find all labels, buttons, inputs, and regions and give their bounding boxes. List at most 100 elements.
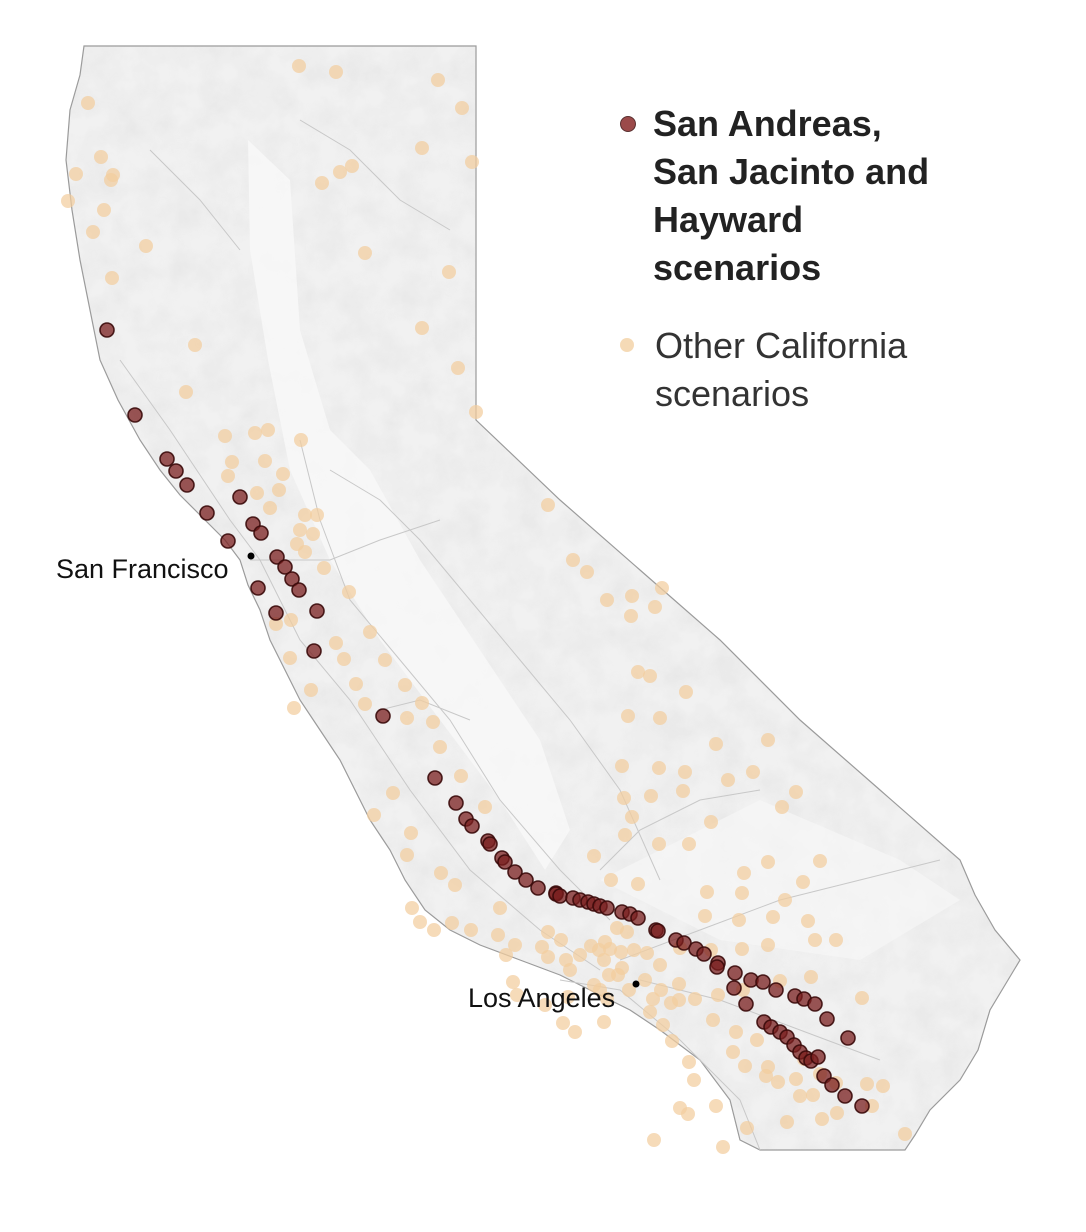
other-scenario-dot xyxy=(647,1133,661,1147)
primary-scenarios-layer xyxy=(99,322,870,1114)
other-scenario-dot xyxy=(276,467,290,481)
other-scenario-dot xyxy=(735,942,749,956)
other-scenario-dot xyxy=(898,1127,912,1141)
san-andreas-scenario-dot xyxy=(497,854,513,870)
los-angeles-marker xyxy=(632,980,640,988)
other-scenario-dot xyxy=(139,239,153,253)
other-scenario-dot xyxy=(617,791,631,805)
other-scenario-dot xyxy=(561,990,575,1004)
other-scenario-dot xyxy=(614,945,628,959)
other-scenario-dot xyxy=(94,150,108,164)
other-scenario-dot xyxy=(643,1005,657,1019)
other-scenario-dot xyxy=(434,866,448,880)
other-scenario-dot xyxy=(400,848,414,862)
other-scenario-dot xyxy=(600,992,614,1006)
san-andreas-scenario-dot xyxy=(726,980,742,996)
san-andreas-scenario-dot xyxy=(127,407,143,423)
san-andreas-scenario-dot xyxy=(709,959,725,975)
other-scenario-dot xyxy=(759,1069,773,1083)
other-scenario-dot xyxy=(761,938,775,952)
other-scenario-dot xyxy=(737,866,751,880)
other-scenario-dot xyxy=(573,948,587,962)
other-scenario-dot xyxy=(292,59,306,73)
other-scenario-dot xyxy=(493,901,507,915)
other-scenario-dot xyxy=(554,933,568,947)
other-scenario-dot xyxy=(445,916,459,930)
other-scenario-dot xyxy=(250,486,264,500)
other-scenario-dot xyxy=(804,970,818,984)
other-scenario-dot xyxy=(771,1075,785,1089)
other-scenario-dot xyxy=(454,769,468,783)
other-scenario-dot xyxy=(105,271,119,285)
other-scenario-dot xyxy=(732,913,746,927)
other-scenario-dot xyxy=(358,697,372,711)
san-andreas-scenario-dot xyxy=(427,770,443,786)
san-andreas-scenario-dot xyxy=(232,489,248,505)
other-scenario-dot xyxy=(455,101,469,115)
other-scenario-dot xyxy=(709,1099,723,1113)
other-scenario-dot xyxy=(706,1013,720,1027)
other-scenario-dot xyxy=(855,991,869,1005)
other-scenario-dot xyxy=(876,1079,890,1093)
other-scenario-dot xyxy=(310,508,324,522)
other-scenario-dot xyxy=(398,678,412,692)
other-scenario-dot xyxy=(655,581,669,595)
other-scenario-dot xyxy=(646,992,660,1006)
other-scenario-dot xyxy=(61,194,75,208)
other-scenario-dot xyxy=(688,992,702,1006)
san-andreas-scenario-dot xyxy=(530,880,546,896)
other-scenario-dot xyxy=(499,948,513,962)
other-scenario-dot xyxy=(624,609,638,623)
other-scenario-dot xyxy=(415,696,429,710)
other-scenario-dot xyxy=(427,923,441,937)
san-andreas-scenario-dot xyxy=(768,982,784,998)
other-scenario-dot xyxy=(506,975,520,989)
other-scenario-dot xyxy=(603,942,617,956)
other-scenario-dot xyxy=(541,498,555,512)
other-scenario-dot xyxy=(442,265,456,279)
other-scenario-dot xyxy=(510,988,524,1002)
san-andreas-scenario-dot xyxy=(727,965,743,981)
san-andreas-scenario-dot xyxy=(837,1088,853,1104)
other-scenario-dot xyxy=(106,168,120,182)
other-scenario-dot xyxy=(415,141,429,155)
san-andreas-scenario-dot xyxy=(168,463,184,479)
other-scenario-dot xyxy=(672,977,686,991)
other-scenario-dot xyxy=(780,1115,794,1129)
san-andreas-scenario-dot xyxy=(179,477,195,493)
other-scenario-dot xyxy=(426,715,440,729)
other-scenario-dot xyxy=(631,665,645,679)
other-scenario-dot xyxy=(648,600,662,614)
san-andreas-scenario-dot xyxy=(268,605,284,621)
san-andreas-scenario-dot xyxy=(552,888,568,904)
other-scenario-dot xyxy=(263,501,277,515)
san-andreas-scenario-dot xyxy=(464,818,480,834)
other-scenario-dot xyxy=(272,483,286,497)
legend-primary-label: San Andreas, San Jacinto and Hayward sce… xyxy=(653,103,930,288)
san-andreas-scenario-dot xyxy=(824,1077,840,1093)
other-scenario-dot xyxy=(766,910,780,924)
los-angeles-label: Los Angeles xyxy=(468,983,616,1013)
other-scenario-dot xyxy=(813,854,827,868)
other-scenario-dot xyxy=(451,361,465,375)
san-andreas-scenario-dot xyxy=(220,533,236,549)
san-andreas-scenario-dot xyxy=(448,795,464,811)
other-scenario-dot xyxy=(587,849,601,863)
san-andreas-scenario-dot xyxy=(250,580,266,596)
other-scenario-dot xyxy=(644,789,658,803)
other-scenario-dot xyxy=(261,423,275,437)
other-scenario-dot xyxy=(801,914,815,928)
san-andreas-scenario-dot xyxy=(482,836,498,852)
san-andreas-scenario-dot xyxy=(291,582,307,598)
other-scenario-dot xyxy=(627,943,641,957)
other-scenario-dot xyxy=(600,593,614,607)
other-scenario-dot xyxy=(665,1034,679,1048)
san-andreas-scenario-dot xyxy=(99,322,115,338)
other-scenario-dot xyxy=(793,1089,807,1103)
other-scenario-dot xyxy=(631,877,645,891)
other-scenario-dot xyxy=(704,815,718,829)
other-scenario-dot xyxy=(682,837,696,851)
other-scenario-dot xyxy=(652,761,666,775)
other-scenario-dot xyxy=(808,933,822,947)
other-scenarios-layer xyxy=(61,59,912,1154)
